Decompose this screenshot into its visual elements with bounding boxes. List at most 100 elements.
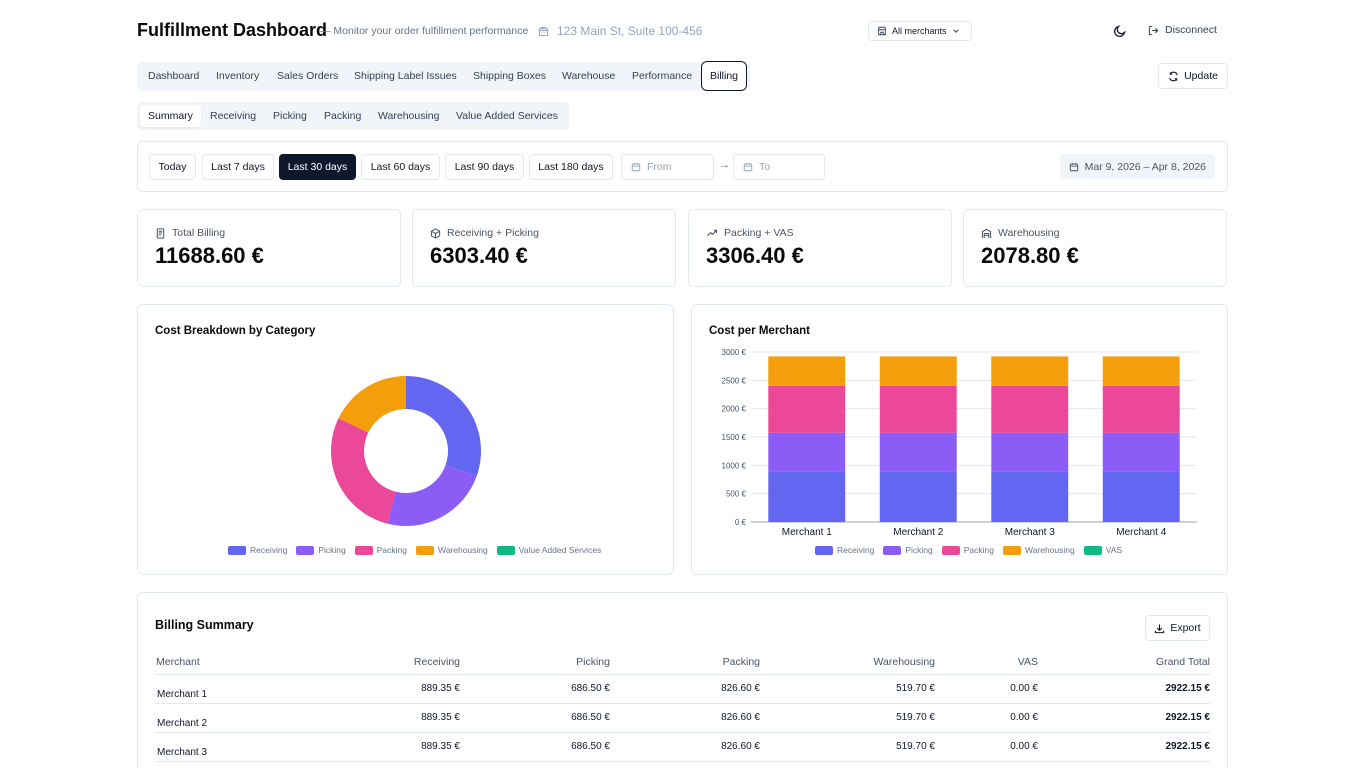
moon-icon[interactable]	[1113, 24, 1127, 38]
tab-shipping-boxes[interactable]: Shipping Boxes	[473, 70, 546, 82]
cost-per-merchant-card: Cost per Merchant 0 € 500 € 1000 € 1500 € 20…	[691, 304, 1228, 575]
legend-item[interactable]: Picking	[296, 545, 346, 555]
update-button[interactable]: Update	[1158, 63, 1228, 89]
subtab-value-added-services[interactable]: Value Added Services	[456, 110, 558, 122]
y-tick-label: 3000 €	[722, 348, 747, 357]
legend-item[interactable]: Packing	[941, 545, 994, 555]
from-date-input[interactable]: From	[621, 154, 714, 180]
kpi-label: Receiving + Picking	[447, 227, 539, 239]
bar-segment-warehousing[interactable]	[879, 356, 957, 386]
range-last-180-days[interactable]: Last 180 days	[529, 154, 613, 180]
from-placeholder: From	[647, 161, 672, 173]
disconnect-label: Disconnect	[1165, 24, 1217, 36]
subtab-receiving[interactable]: Receiving	[210, 110, 257, 122]
legend-swatch	[354, 545, 373, 555]
bar-segment-packing[interactable]	[879, 385, 957, 433]
x-tick-label: Merchant 1	[782, 527, 832, 538]
subtab-warehousing[interactable]: Warehousing	[378, 110, 440, 122]
kpi-label: Total Billing	[172, 227, 226, 239]
bar-segment-picking[interactable]	[1102, 432, 1180, 472]
disconnect-button[interactable]: Disconnect	[1148, 24, 1217, 36]
kpi-value: 6303.40 €	[430, 243, 528, 268]
bar-segment-receiving[interactable]	[991, 471, 1069, 522]
range-last-90-days[interactable]: Last 90 days	[445, 154, 524, 180]
kpi-receiving-picking: Receiving + Picking 6303.40 €	[412, 209, 676, 287]
range-last-7-days[interactable]: Last 7 days	[202, 154, 274, 180]
legend-swatch	[1083, 545, 1102, 555]
cell-vas: 0.00 €	[1010, 683, 1038, 694]
merchant-select[interactable]: All merchants	[868, 21, 972, 41]
subtab-packing[interactable]: Packing	[324, 110, 362, 122]
building-icon	[538, 26, 549, 36]
legend-item[interactable]: Receiving	[228, 545, 287, 555]
legend-label: Receiving	[250, 545, 288, 555]
col-header-packing[interactable]: Packing	[722, 656, 760, 668]
divider	[155, 703, 1210, 704]
tab-sales-orders[interactable]: Sales Orders	[277, 70, 339, 82]
x-tick-label: Merchant 2	[893, 527, 943, 538]
download-icon	[1155, 623, 1165, 633]
legend-item[interactable]: Value Added Services	[496, 545, 601, 555]
col-header-vas[interactable]: VAS	[1017, 656, 1038, 668]
col-header-grand-total[interactable]: Grand Total	[1155, 656, 1210, 668]
cell-packing: 826.60 €	[721, 741, 760, 752]
bar-segment-receiving[interactable]	[768, 471, 846, 522]
tab-inventory[interactable]: Inventory	[216, 70, 260, 82]
legend-item[interactable]: Warehousing	[1002, 545, 1075, 555]
subtab-summary[interactable]: Summary	[140, 105, 201, 127]
bar-segment-receiving[interactable]	[1102, 471, 1180, 522]
donut-slice-picking[interactable]	[387, 465, 477, 526]
address: 123 Main St, Suite 100-456	[538, 24, 702, 38]
bar-segment-picking[interactable]	[879, 432, 957, 472]
divider	[155, 761, 1210, 762]
donut-slice-warehousing[interactable]	[338, 376, 406, 433]
donut-slice-receiving[interactable]	[406, 376, 481, 477]
cell-picking: 686.50 €	[571, 683, 610, 694]
legend-item[interactable]: Picking	[883, 545, 933, 555]
bar-segment-warehousing[interactable]	[768, 356, 846, 386]
tab-performance[interactable]: Performance	[632, 70, 693, 82]
tab-warehouse[interactable]: Warehouse	[562, 70, 616, 82]
legend-swatch	[815, 545, 833, 555]
cell-warehousing: 519.70 €	[896, 712, 935, 723]
bar-segment-packing[interactable]	[768, 385, 846, 433]
page-title: Fulfillment Dashboard	[137, 20, 328, 40]
col-header-warehousing[interactable]: Warehousing	[873, 656, 935, 668]
calendar-icon	[743, 162, 753, 172]
date-range-text: Mar 9, 2026 – Apr 8, 2026	[1084, 160, 1206, 173]
donut-chart	[331, 376, 481, 526]
refresh-icon	[1169, 71, 1178, 81]
kpi-value: 3306.40 €	[706, 243, 804, 268]
bar-segment-packing[interactable]	[991, 385, 1069, 433]
cell-vas: 0.00 €	[1010, 712, 1038, 723]
bar-segment-warehousing[interactable]	[1102, 356, 1180, 386]
cell-vas: 0.00 €	[1010, 741, 1038, 752]
bar-segment-warehousing[interactable]	[991, 356, 1069, 386]
subtab-picking[interactable]: Picking	[273, 110, 307, 122]
bar-segment-picking[interactable]	[768, 432, 846, 472]
tab-shipping-label-issues[interactable]: Shipping Label Issues	[354, 70, 457, 82]
legend-item[interactable]: Receiving	[815, 545, 874, 555]
legend-item[interactable]: Packing	[354, 545, 407, 555]
divider	[155, 732, 1210, 733]
kpi-label: Warehousing	[998, 227, 1060, 239]
export-button[interactable]: Export	[1145, 615, 1210, 641]
range-last-60-days[interactable]: Last 60 days	[361, 154, 440, 180]
tab-billing[interactable]: Billing	[701, 61, 748, 91]
range-today[interactable]: Today	[149, 154, 196, 180]
bar-segment-picking[interactable]	[991, 432, 1069, 472]
col-header-receiving[interactable]: Receiving	[413, 656, 460, 668]
bar-segment-receiving[interactable]	[879, 471, 957, 522]
kpi-value: 2078.80 €	[981, 243, 1079, 268]
donut-slice-packing[interactable]	[331, 418, 396, 524]
range-last-30-days[interactable]: Last 30 days	[279, 154, 356, 180]
receipt-icon	[156, 227, 165, 239]
tab-dashboard[interactable]: Dashboard	[148, 70, 200, 82]
bar-segment-packing[interactable]	[1102, 385, 1180, 433]
billing-summary-card: Billing Summary Export Merchant Receivin…	[137, 592, 1228, 768]
to-date-input[interactable]: To	[733, 154, 825, 180]
legend-item[interactable]: Warehousing	[415, 545, 488, 555]
col-header-picking[interactable]: Picking	[576, 656, 610, 668]
legend-item[interactable]: VAS	[1083, 545, 1122, 555]
col-header-merchant[interactable]: Merchant	[156, 656, 200, 668]
